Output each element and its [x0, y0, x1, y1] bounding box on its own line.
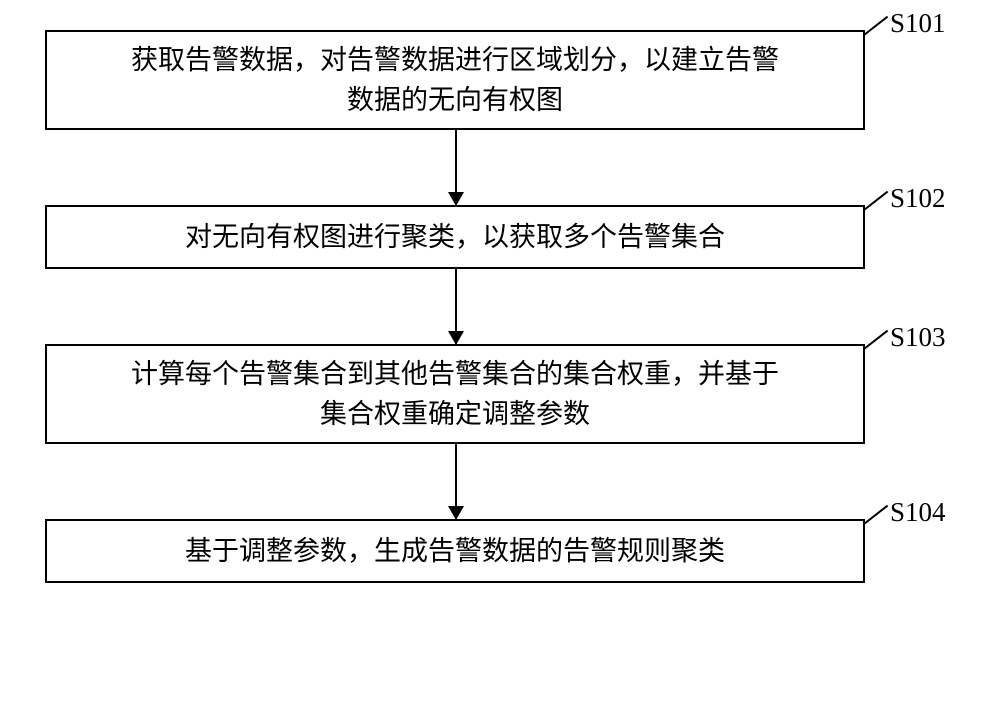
- step-label-s103: S103: [890, 322, 946, 353]
- arrow-s102-s103: [455, 269, 457, 344]
- step-label-s101: S101: [890, 8, 946, 39]
- arrow-head-icon: [448, 192, 464, 206]
- step-text: 基于调整参数，生成告警数据的告警规则聚类: [185, 531, 725, 572]
- step-text: 计算每个告警集合到其他告警集合的集合权重，并基于集合权重确定调整参数: [131, 354, 779, 435]
- step-label-s102: S102: [890, 183, 946, 214]
- arrow-s103-s104: [455, 444, 457, 519]
- step-row: 基于调整参数，生成告警数据的告警规则聚类: [45, 519, 955, 583]
- step-box-s103: 计算每个告警集合到其他告警集合的集合权重，并基于集合权重确定调整参数: [45, 344, 865, 444]
- step-text: 对无向有权图进行聚类，以获取多个告警集合: [185, 217, 725, 258]
- step-box-s102: 对无向有权图进行聚类，以获取多个告警集合: [45, 205, 865, 269]
- step-row: 获取告警数据，对告警数据进行区域划分，以建立告警数据的无向有权图: [45, 30, 955, 130]
- arrow-s101-s102: [455, 130, 457, 205]
- step-box-s101: 获取告警数据，对告警数据进行区域划分，以建立告警数据的无向有权图: [45, 30, 865, 130]
- step-box-s104: 基于调整参数，生成告警数据的告警规则聚类: [45, 519, 865, 583]
- step-label-s104: S104: [890, 497, 946, 528]
- arrow-head-icon: [448, 506, 464, 520]
- flowchart-container: 获取告警数据，对告警数据进行区域划分，以建立告警数据的无向有权图 对无向有权图进…: [45, 30, 955, 583]
- arrow-head-icon: [448, 331, 464, 345]
- step-row: 计算每个告警集合到其他告警集合的集合权重，并基于集合权重确定调整参数: [45, 344, 955, 444]
- step-row: 对无向有权图进行聚类，以获取多个告警集合: [45, 205, 955, 269]
- step-text: 获取告警数据，对告警数据进行区域划分，以建立告警数据的无向有权图: [131, 40, 779, 121]
